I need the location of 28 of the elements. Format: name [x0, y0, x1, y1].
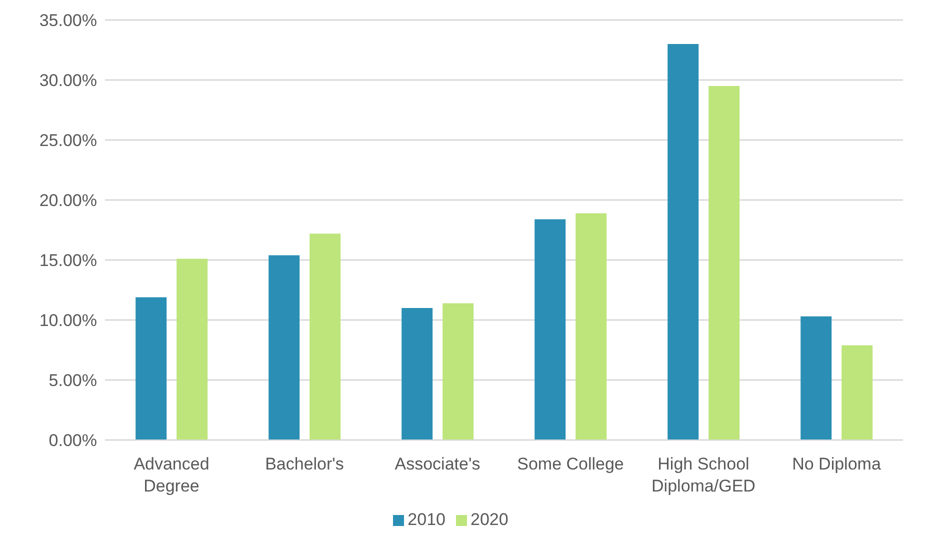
y-tick-label: 25.00% — [39, 131, 97, 150]
bar — [310, 234, 341, 440]
bar — [268, 255, 300, 440]
bar — [534, 219, 566, 440]
x-tick-label: Advanced Degree — [134, 454, 210, 496]
bar — [842, 345, 873, 440]
bar — [668, 44, 699, 440]
legend-label: 2010 — [408, 510, 446, 529]
y-tick-label: 15.00% — [39, 251, 97, 270]
bar — [176, 258, 208, 440]
bar — [442, 303, 474, 440]
y-tick-label: 30.00% — [39, 71, 97, 90]
y-tick-label: 0.00% — [48, 431, 97, 450]
y-tick-label: 20.00% — [39, 191, 97, 210]
x-tick-label: Bachelor's — [265, 454, 344, 474]
bar — [402, 308, 433, 440]
legend-label: 2020 — [470, 510, 508, 529]
bar — [136, 297, 167, 440]
x-tick-label: High School Diploma/GED — [652, 454, 756, 496]
bar — [800, 316, 832, 440]
bar — [708, 86, 740, 440]
x-tick-label: Associate's — [394, 454, 480, 474]
x-tick-label: Some College — [517, 454, 624, 474]
y-tick-label: 35.00% — [39, 11, 97, 30]
y-tick-label: 5.00% — [48, 371, 97, 390]
bar — [576, 213, 607, 440]
x-tick-label: No Diploma — [792, 454, 882, 474]
y-tick-label: 10.00% — [39, 311, 97, 330]
